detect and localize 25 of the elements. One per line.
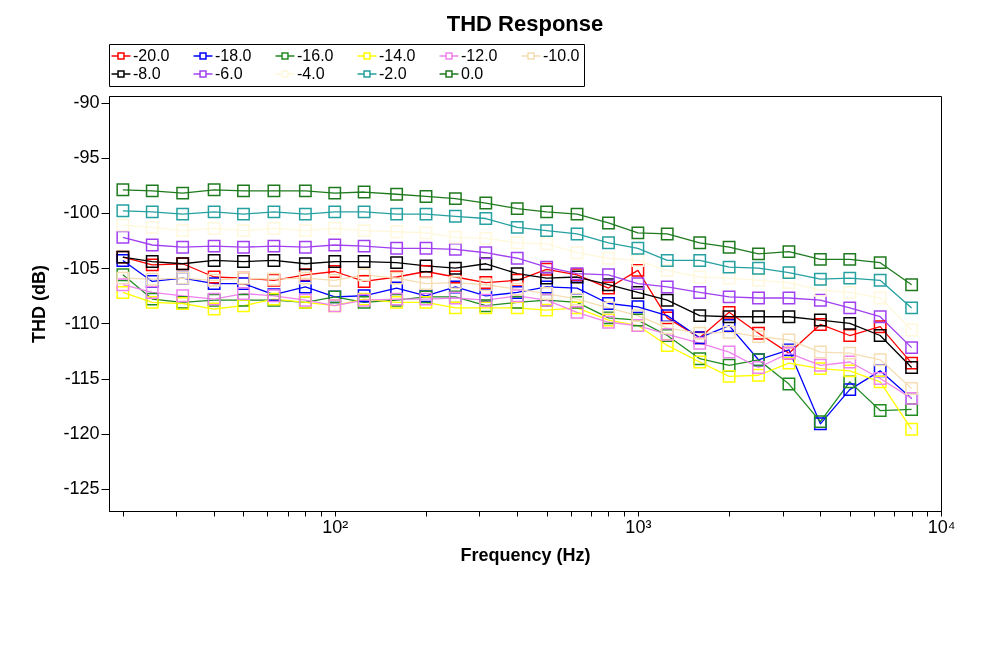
y-axis-title: THD (dB) [29, 265, 50, 343]
legend-label: 0.0 [461, 65, 484, 82]
y-tick-label: -110 [64, 312, 100, 333]
legend-label: -18.0 [215, 47, 252, 64]
legend-label: -2.0 [379, 65, 407, 82]
y-tick-label: -120 [63, 423, 100, 444]
x-tick-label: 10³ [625, 516, 652, 537]
x-axis-title: Frequency (Hz) [460, 544, 591, 565]
x-tick-label: 10² [322, 516, 349, 537]
legend-label: -16.0 [297, 47, 334, 64]
y-tick-label: -90 [73, 92, 100, 113]
y-tick-label: -105 [63, 257, 100, 278]
chart-title: THD Response [446, 10, 604, 36]
y-tick-label: -100 [63, 202, 100, 223]
legend-label: -10.0 [543, 47, 580, 64]
legend-label: -12.0 [461, 47, 498, 64]
y-tick-label: -115 [64, 368, 100, 389]
x-tick-label: 10⁴ [927, 516, 956, 537]
y-tick-label: -95 [73, 147, 100, 168]
legend-label: -20.0 [133, 47, 170, 64]
legend-label: -6.0 [215, 65, 243, 82]
legend-label: -14.0 [379, 47, 416, 64]
legend-label: -4.0 [297, 65, 325, 82]
y-tick-label: -125 [63, 478, 100, 499]
legend-label: -8.0 [133, 65, 161, 82]
